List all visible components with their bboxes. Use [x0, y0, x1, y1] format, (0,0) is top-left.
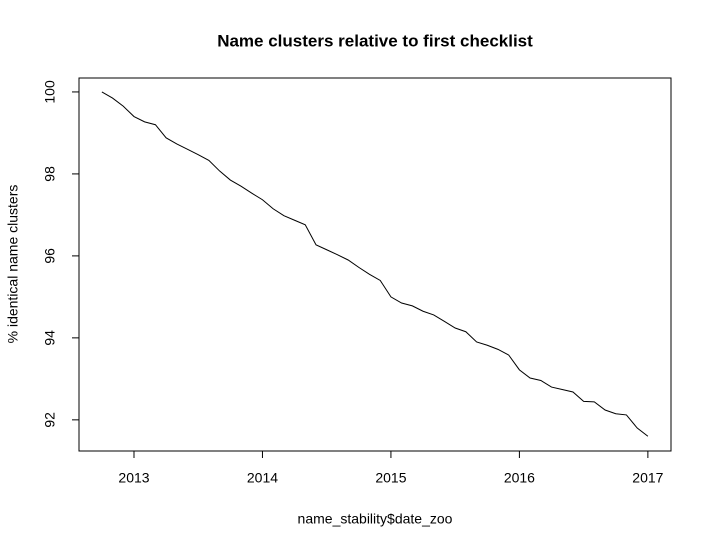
y-axis-label: % identical name clusters: [5, 185, 21, 344]
x-tick-label: 2015: [375, 470, 406, 486]
y-tick-label: 92: [42, 412, 58, 428]
chart-title: Name clusters relative to first checklis…: [217, 31, 533, 50]
x-axis-label: name_stability$date_zoo: [298, 511, 453, 527]
y-tick-label: 98: [42, 166, 58, 182]
y-tick-label: 94: [42, 330, 58, 346]
y-tick-label: 96: [42, 248, 58, 264]
x-tick-label: 2016: [504, 470, 535, 486]
y-tick-label: 100: [42, 80, 58, 104]
x-tick-label: 2017: [632, 470, 663, 486]
data-line: [101, 91, 649, 437]
x-tick-label: 2013: [118, 470, 149, 486]
x-tick-label: 2014: [247, 470, 278, 486]
